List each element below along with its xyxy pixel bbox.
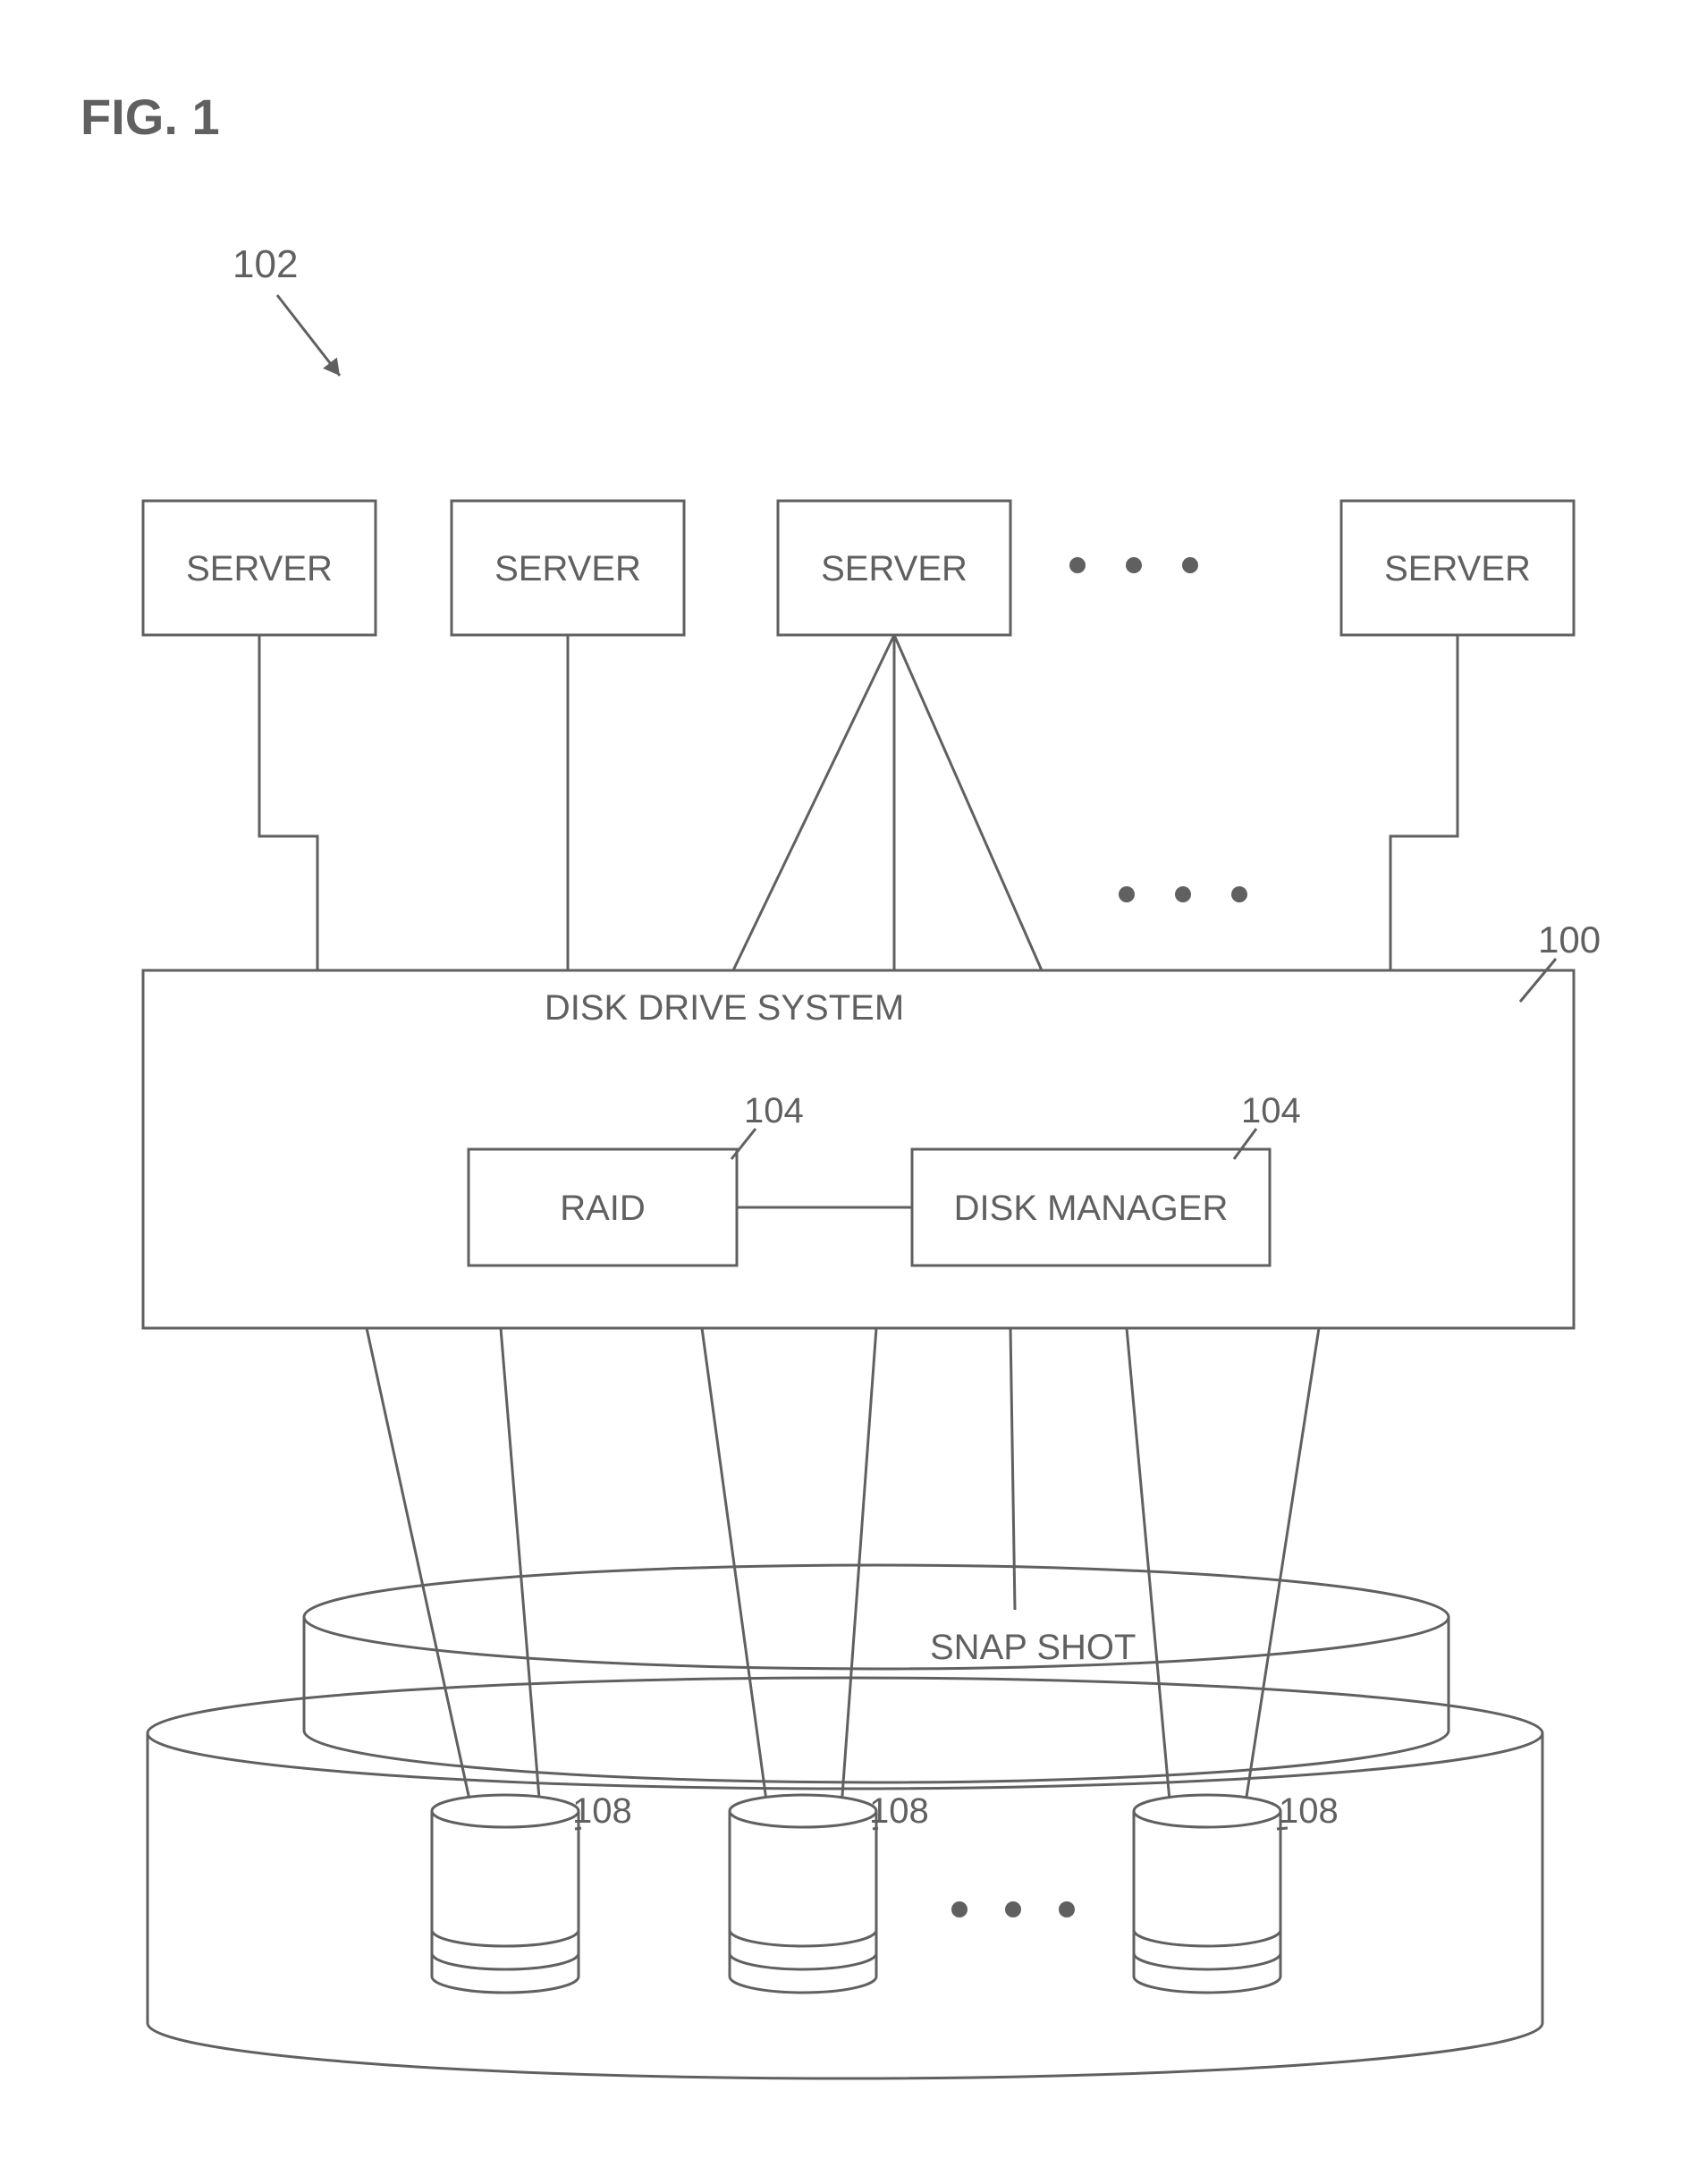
- snapshot-top: [304, 1565, 1449, 1669]
- link-s3c: [894, 635, 1042, 970]
- ref-104-raid-leader: [731, 1129, 756, 1159]
- link-s4: [1390, 635, 1458, 970]
- ellipsis-dot: [1182, 557, 1198, 573]
- ref-104-dm: 104: [1241, 1091, 1301, 1130]
- server-label: SERVER: [494, 549, 641, 588]
- server-label: SERVER: [186, 549, 333, 588]
- disk-2-top: [1134, 1795, 1280, 1827]
- ref-104-dm-leader: [1234, 1129, 1256, 1159]
- raid-label: RAID: [560, 1189, 646, 1228]
- pool-bottom: [148, 2023, 1542, 2078]
- disk-manager-label: DISK MANAGER: [954, 1189, 1229, 1228]
- ref-108-leader: [1277, 1828, 1288, 1829]
- figure-title: FIG. 1: [80, 89, 220, 145]
- dds-disk-link: [841, 1328, 876, 1820]
- disk-0-bottom: [432, 1977, 579, 1993]
- disk-1-band2: [730, 1930, 876, 1946]
- dds-title: DISK DRIVE SYSTEM: [545, 988, 904, 1028]
- ellipsis-dot: [1126, 557, 1142, 573]
- ref-108-leader: [575, 1828, 581, 1829]
- disk-0-top: [432, 1795, 579, 1827]
- ref-108: 108: [869, 1791, 929, 1831]
- ellipsis-dot: [1175, 886, 1191, 902]
- link-s1: [259, 635, 317, 970]
- ref-108-leader: [873, 1828, 878, 1829]
- disk-2-band2: [1134, 1930, 1280, 1946]
- disk-1-top: [730, 1795, 876, 1827]
- ref-108: 108: [572, 1791, 632, 1831]
- link-s3a: [733, 635, 894, 970]
- ref-104-raid: 104: [744, 1091, 804, 1130]
- arrow-head: [323, 358, 340, 376]
- dds-disk-link: [1127, 1328, 1171, 1820]
- ellipsis-dot: [1231, 886, 1247, 902]
- ellipsis-dot: [1059, 1901, 1075, 1917]
- dds-disk-link: [367, 1328, 474, 1820]
- diagram-canvas: FIG. 1 102 SERVER SERVER SERVER SERVER DISK DR…: [0, 0, 1690, 2184]
- ellipsis-dot: [951, 1901, 968, 1917]
- dds-disk-link: [702, 1328, 769, 1820]
- disk-0-band2: [432, 1930, 579, 1946]
- disk-0-band1: [432, 1953, 579, 1969]
- ref-100-leader: [1520, 959, 1556, 1002]
- server-label: SERVER: [821, 549, 968, 588]
- ellipsis-dot: [1005, 1901, 1021, 1917]
- snapshot-label: SNAP SHOT: [930, 1628, 1136, 1667]
- server-label: SERVER: [1384, 549, 1531, 588]
- dds-disk-link: [1243, 1328, 1319, 1820]
- ref-102: 102: [232, 242, 298, 286]
- ellipsis-dot: [1069, 557, 1086, 573]
- disk-1-bottom: [730, 1977, 876, 1993]
- disk-2-band1: [1134, 1953, 1280, 1969]
- ref-108: 108: [1279, 1791, 1339, 1831]
- ellipsis-dot: [1119, 886, 1135, 902]
- disk-2-bottom: [1134, 1977, 1280, 1993]
- disk-1-band1: [730, 1953, 876, 1969]
- ref-100: 100: [1538, 918, 1601, 961]
- snapshot-bottom: [304, 1731, 1449, 1782]
